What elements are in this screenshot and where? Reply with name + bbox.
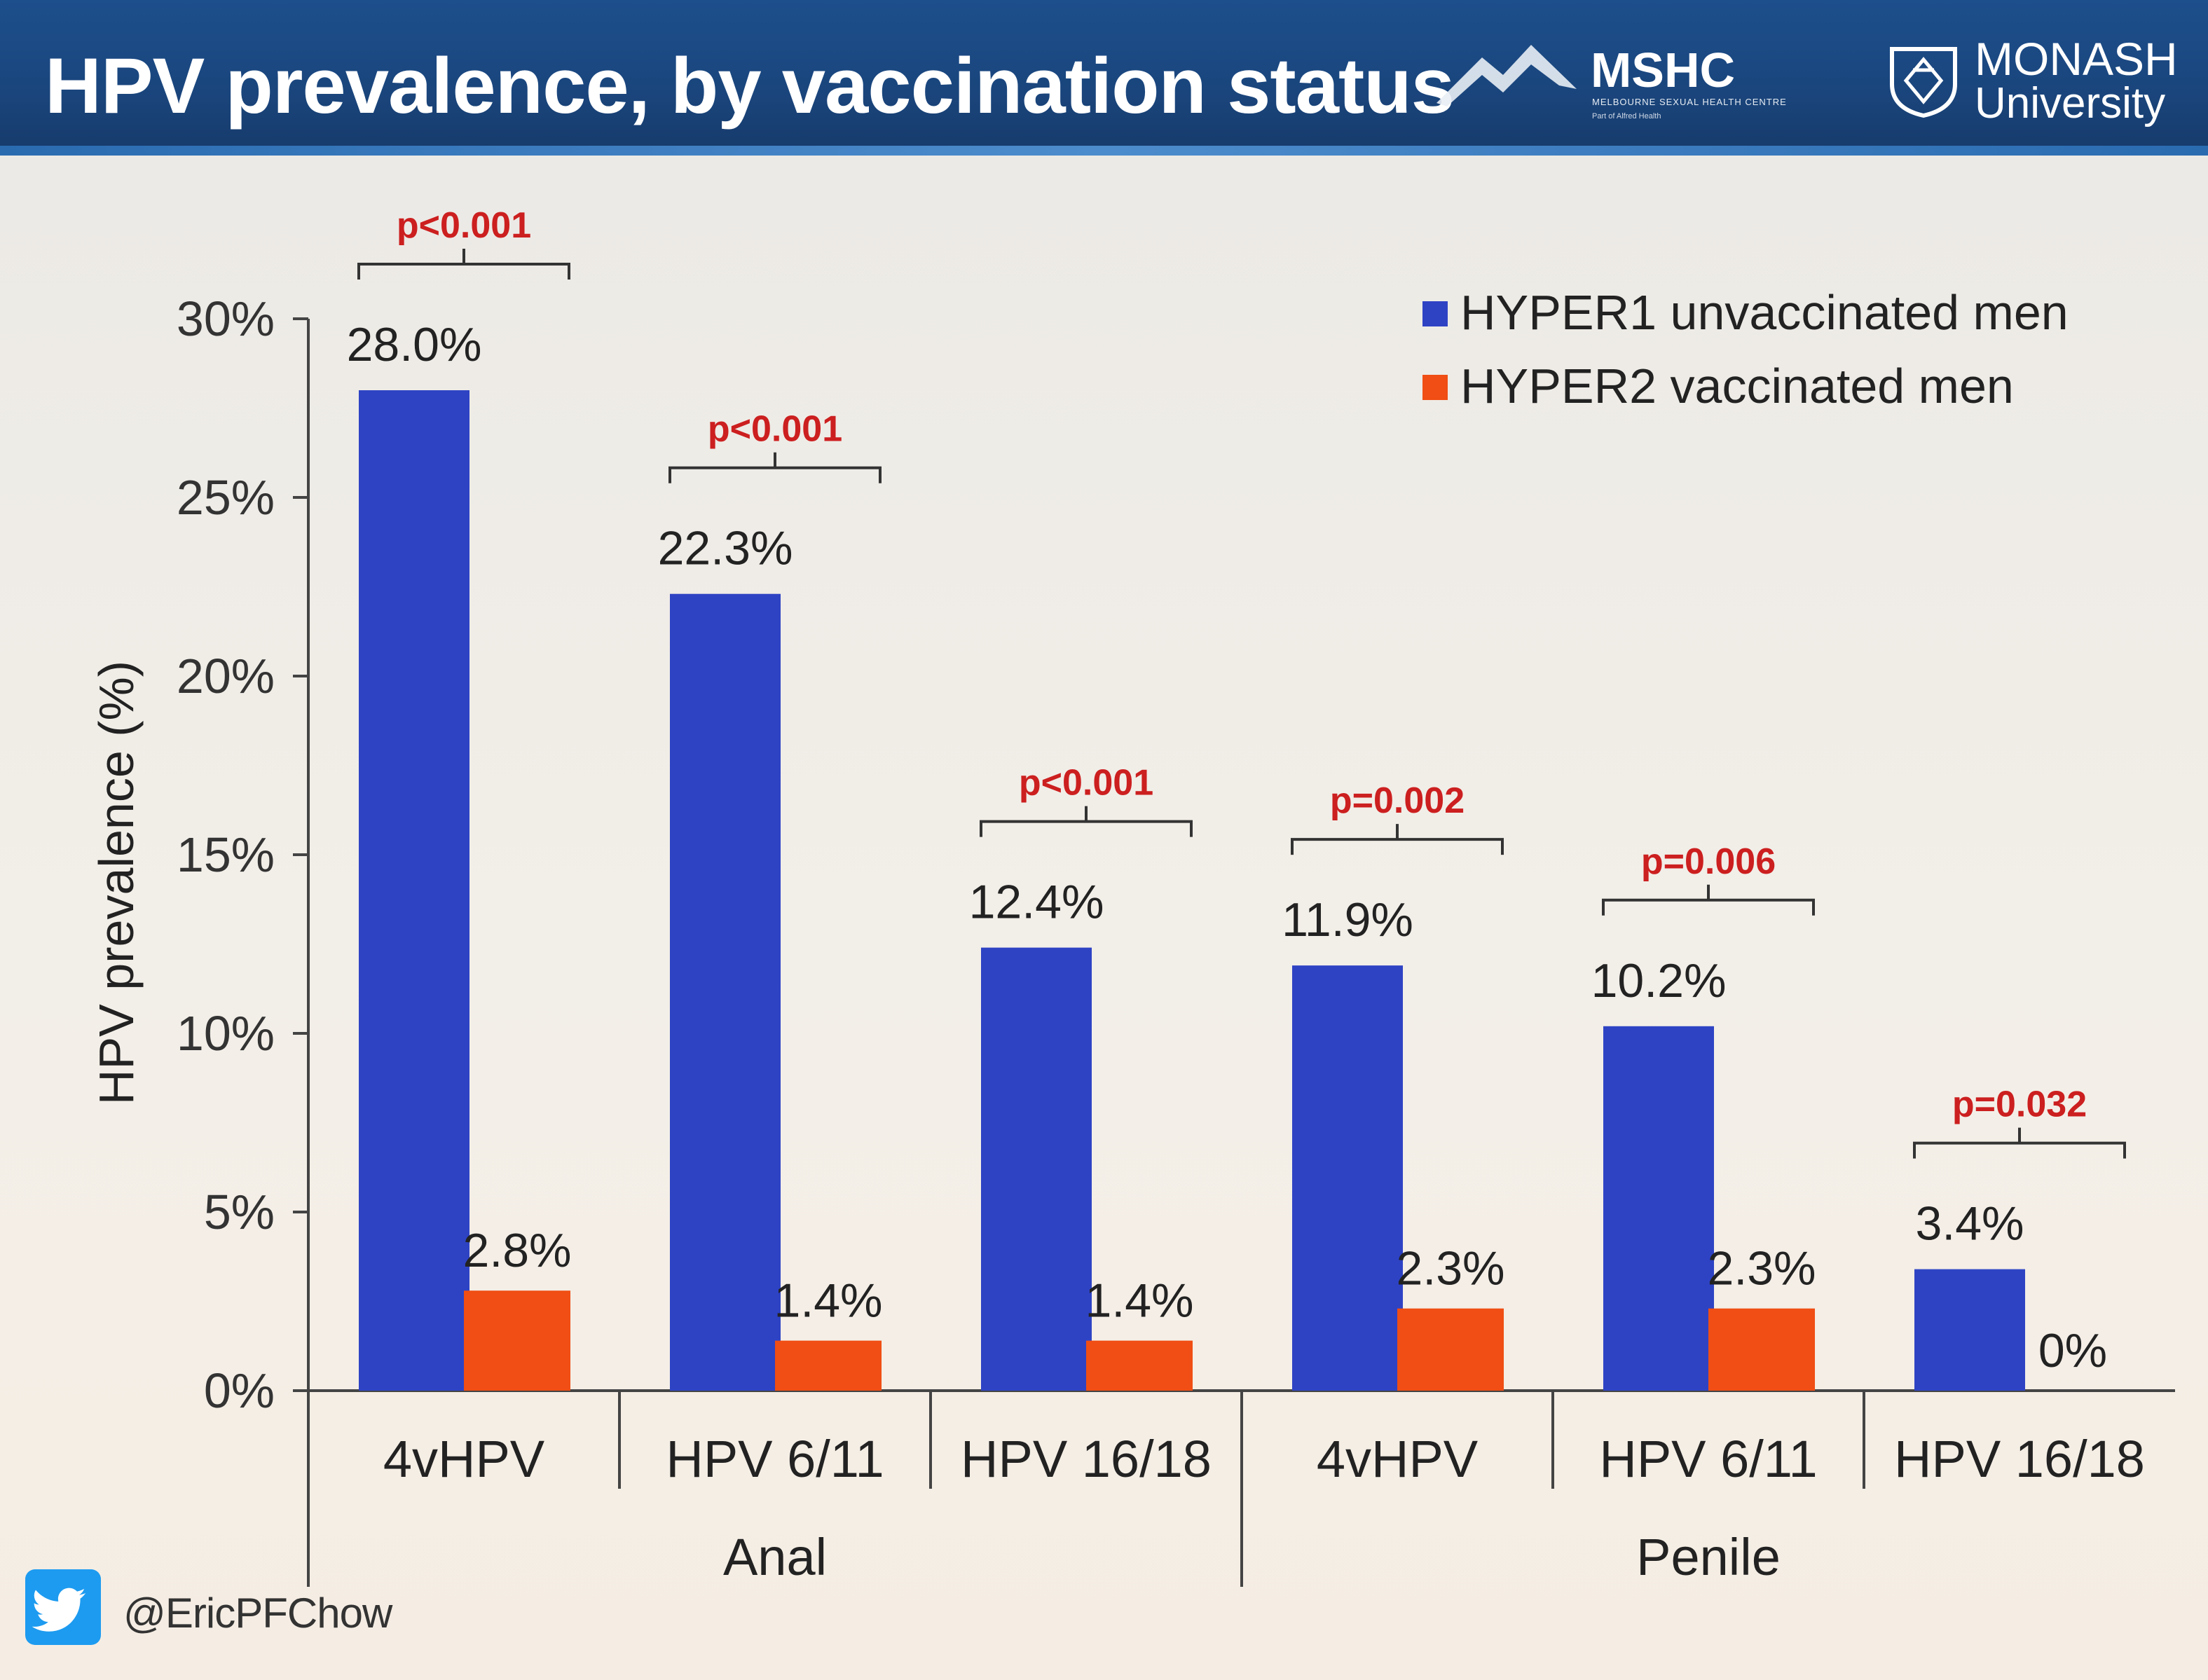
- y-tick-label: 0%: [204, 1363, 275, 1418]
- chart-bars: [359, 390, 2025, 1391]
- x-tick-label: HPV 16/18: [1894, 1430, 2145, 1488]
- p-value-bracket: [1913, 1127, 2126, 1159]
- x-tick-label: HPV 6/11: [1599, 1430, 1817, 1488]
- chart-legend: HYPER1 unvaccinated men HYPER2 vaccinated…: [1422, 285, 2069, 413]
- x-tick-label: HPV 16/18: [961, 1430, 1212, 1488]
- x-tick-label: HPV 6/11: [666, 1430, 884, 1488]
- monash-crest-icon: [1890, 47, 1957, 118]
- data-label-vaccinated: 1.4%: [1085, 1274, 1194, 1328]
- bar-unvaccinated: [1292, 965, 1403, 1391]
- x-tick-label: 4vHPV: [383, 1430, 545, 1488]
- legend-swatch-vaccinated: [1422, 375, 1448, 400]
- data-label-vaccinated: 2.8%: [463, 1224, 572, 1277]
- group-label: Penile: [1636, 1528, 1781, 1586]
- bar-vaccinated: [464, 1290, 570, 1391]
- mshc-full-name: MELBOURNE SEXUAL HEALTH CENTRE: [1592, 97, 1787, 107]
- p-value-label: p=0.006: [1641, 841, 1776, 882]
- mshc-subtitle: Part of Alfred Health: [1592, 112, 1661, 121]
- monash-logo-subtitle: University: [1975, 79, 2166, 128]
- p-value-label: p=0.002: [1330, 780, 1465, 821]
- bar-unvaccinated: [1914, 1269, 2025, 1391]
- title-bar: HPV prevalence, by vaccination status MS…: [0, 0, 2208, 156]
- data-label-unvaccinated: 3.4%: [1916, 1197, 2024, 1251]
- data-label-vaccinated: 0%: [2038, 1324, 2107, 1377]
- p-value-label: p<0.001: [397, 205, 531, 246]
- chart-labels: 4vHPV HPV 6/11 HPV 16/18 4vHPV HPV 6/11 HPV 1…: [347, 205, 2145, 1586]
- legend-swatch-unvaccinated: [1422, 301, 1448, 326]
- p-value-bracket: [357, 249, 570, 280]
- y-tick-label: 20%: [177, 649, 275, 703]
- legend-label-unvaccinated: HYPER1 unvaccinated men: [1460, 285, 2069, 340]
- monash-logo-text: MONASH: [1975, 33, 2178, 85]
- group-label: Anal: [723, 1528, 827, 1586]
- data-label-unvaccinated: 10.2%: [1591, 954, 1727, 1007]
- p-value-bracket: [1291, 824, 1504, 855]
- data-label-vaccinated: 2.3%: [1397, 1242, 1505, 1295]
- slide-title: HPV prevalence, by vaccination status: [45, 42, 1455, 130]
- data-label-vaccinated: 2.3%: [1708, 1242, 1816, 1295]
- mshc-wing-logo-icon: [1436, 45, 1577, 106]
- bar-unvaccinated: [981, 947, 1092, 1391]
- legend-label-vaccinated: HYPER2 vaccinated men: [1460, 359, 2014, 413]
- bar-unvaccinated: [359, 390, 469, 1391]
- data-label-vaccinated: 1.4%: [774, 1274, 883, 1328]
- mshc-logo-text: MSHC: [1591, 43, 1736, 97]
- data-label-unvaccinated: 11.9%: [1282, 893, 1413, 946]
- twitter-icon: [25, 1569, 101, 1645]
- bar-unvaccinated: [1603, 1026, 1714, 1391]
- p-value-label: p=0.032: [1952, 1085, 2087, 1125]
- x-tick-label: 4vHPV: [1317, 1430, 1479, 1488]
- p-value-label: p<0.001: [1019, 763, 1153, 804]
- twitter-handle: @EricPFChow: [123, 1590, 392, 1637]
- bar-unvaccinated: [670, 593, 781, 1391]
- bar-vaccinated: [1708, 1308, 1815, 1391]
- y-tick-label: 25%: [177, 470, 275, 525]
- p-value-bracket: [980, 806, 1193, 837]
- y-tick-label: 15%: [177, 827, 275, 882]
- bar-vaccinated: [1086, 1340, 1193, 1391]
- data-label-unvaccinated: 22.3%: [658, 522, 793, 575]
- chart-axes: 0% 5% 10% 15% 20% 25% 30%: [177, 291, 2175, 1587]
- p-value-bracket: [1602, 884, 1815, 916]
- data-label-unvaccinated: 28.0%: [347, 318, 482, 371]
- y-tick-label: 30%: [177, 291, 275, 346]
- bar-vaccinated: [1397, 1308, 1504, 1391]
- data-label-unvaccinated: 12.4%: [969, 876, 1104, 929]
- bar-vaccinated: [775, 1340, 882, 1391]
- p-value-label: p<0.001: [708, 409, 842, 450]
- y-tick-label: 10%: [177, 1006, 275, 1061]
- p-value-bracket: [668, 452, 882, 483]
- y-tick-label: 5%: [204, 1185, 275, 1239]
- y-axis-title: HPV prevalence (%): [89, 661, 144, 1105]
